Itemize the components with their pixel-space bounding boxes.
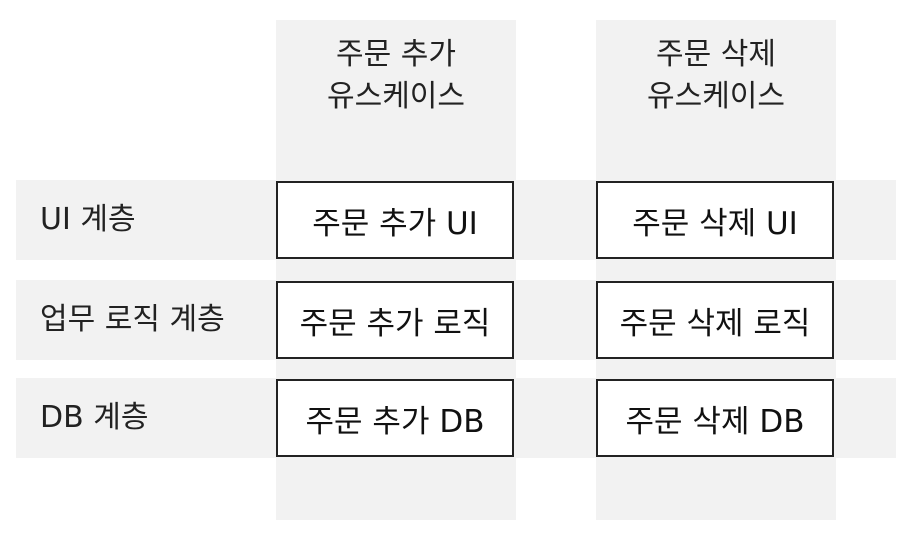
cell-delete-ui: 주문 삭제 UI bbox=[596, 181, 834, 259]
cell-delete-logic: 주문 삭제 로직 bbox=[596, 281, 834, 359]
cell-add-ui: 주문 추가 UI bbox=[276, 181, 514, 259]
row-label-business-logic-layer: 업무 로직 계층 bbox=[40, 302, 225, 337]
column-header-add-usecase: 주문 추가 유스케이스 bbox=[327, 37, 465, 114]
row-label-db-layer: DB 계층 bbox=[40, 400, 149, 435]
cell-delete-db: 주문 삭제 DB bbox=[596, 379, 834, 457]
cell-add-logic: 주문 추가 로직 bbox=[276, 281, 514, 359]
row-label-ui-layer: UI 계층 bbox=[40, 202, 136, 237]
cell-add-db: 주문 추가 DB bbox=[276, 379, 514, 457]
column-header-delete-usecase: 주문 삭제 유스케이스 bbox=[647, 37, 785, 114]
